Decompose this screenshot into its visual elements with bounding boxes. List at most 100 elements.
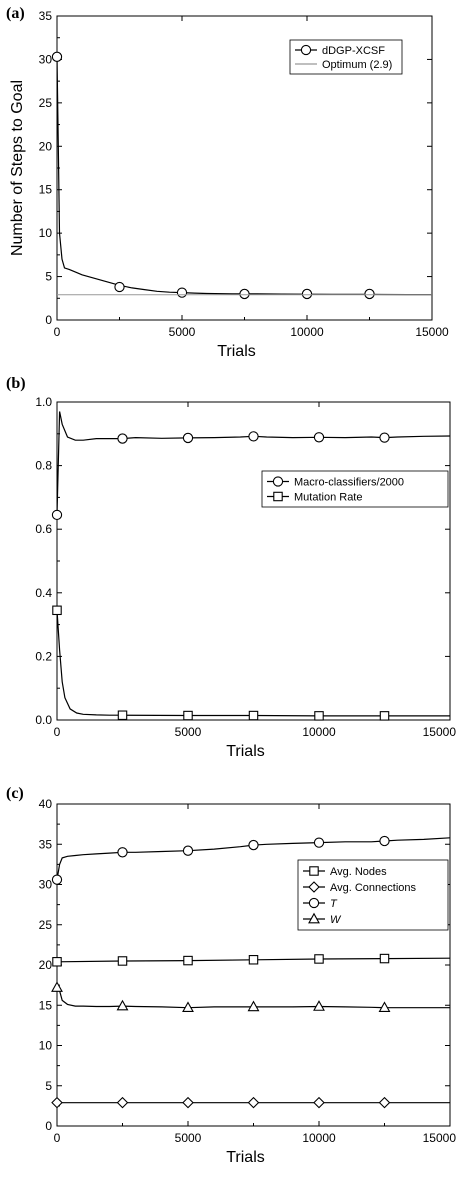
series-marker-square — [52, 957, 62, 967]
legend-marker-circle — [308, 897, 320, 909]
series-marker-diamond — [116, 1096, 129, 1109]
series-marker-square — [379, 711, 390, 721]
legend-marker-diamond — [308, 881, 320, 893]
y-tick-label: 40 — [39, 797, 53, 811]
chart-panel-0: (a) 0 5 10 15 20 25 30 35 0 5000 10000 15000 Trials Nu… — [6, 5, 449, 360]
legend-label: Macro-classifiers/2000 — [294, 477, 404, 489]
x-tick-label: 15000 — [415, 325, 449, 339]
series-marker-circle — [51, 51, 63, 62]
series-marker-triangle — [247, 1000, 260, 1012]
legend-marker-circle — [272, 476, 284, 487]
series-marker-triangle — [313, 1000, 325, 1011]
series-marker-diamond — [313, 1096, 325, 1109]
panel-label: (b) — [6, 375, 26, 392]
series-marker-triangle — [116, 999, 129, 1011]
series-marker-diamond — [247, 1096, 260, 1109]
y-tick-label: 10 — [39, 1039, 53, 1053]
y-tick-label: 35 — [39, 837, 53, 851]
y-axis-label: Number of Steps to Goal — [9, 80, 26, 256]
y-tick-label: 0.2 — [35, 649, 52, 663]
x-tick-label: 5000 — [175, 725, 202, 739]
legend: Avg. Nodes Avg. Connections TW — [297, 859, 449, 931]
x-tick-label: 0 — [54, 725, 61, 739]
series-marker-circle — [176, 287, 188, 298]
x-tick-label: 10000 — [290, 325, 324, 339]
series-marker-circle — [51, 874, 63, 885]
series-marker-circle — [51, 509, 63, 521]
x-tick-label: 10000 — [302, 1131, 336, 1145]
series-marker-diamond — [182, 1096, 194, 1109]
y-tick-label: 1.0 — [35, 395, 52, 409]
chart-panel-2: (c) 0 5 10 15 20 25 30 35 40 0 5000 10000 15000 Trials… — [6, 785, 456, 1166]
series-line — [56, 610, 450, 717]
panel-label: (a) — [6, 5, 25, 22]
series-line — [56, 987, 450, 1009]
y-tick-label: 20 — [39, 958, 53, 972]
x-tick-label: 5000 — [175, 1131, 202, 1145]
series-marker-circle — [313, 837, 325, 848]
legend-label: dDGP-XCSF — [322, 45, 385, 57]
x-tick-label: 15000 — [423, 1131, 457, 1145]
y-tick-label: 0.8 — [35, 459, 52, 473]
x-axis-label: Trials — [217, 343, 256, 360]
series-marker-square — [183, 955, 193, 966]
series-marker-square — [379, 953, 390, 964]
y-tick-label: 25 — [39, 918, 53, 932]
y-tick-label: 0 — [45, 1119, 52, 1133]
y-tick-label: 35 — [39, 9, 53, 23]
x-tick-label: 0 — [54, 325, 61, 339]
y-tick-label: 15 — [39, 183, 53, 197]
x-axis-label: Trials — [226, 743, 265, 760]
legend-label: W — [330, 914, 342, 926]
series-line — [56, 56, 432, 296]
series-marker-circle — [248, 839, 259, 851]
series-marker-circle — [301, 288, 313, 300]
series-marker-square — [248, 710, 259, 721]
chart-panel-1: (b) 0.0 0.2 0.4 0.6 0.8 1.0 0 5000 10000 15000 Tria… — [6, 375, 456, 760]
y-tick-label: 0 — [45, 313, 52, 327]
y-tick-label: 30 — [39, 878, 53, 892]
y-tick-label: 10 — [39, 226, 53, 240]
legend-box — [261, 470, 449, 508]
series-marker-circle — [182, 432, 194, 444]
series-marker-square — [52, 605, 62, 616]
y-tick-label: 25 — [39, 96, 53, 110]
series-marker-circle — [364, 288, 375, 300]
x-tick-label: 10000 — [302, 725, 336, 739]
series-marker-square — [117, 710, 128, 720]
series-line — [56, 411, 451, 515]
series-marker-circle — [313, 432, 325, 443]
series-marker-triangle — [182, 1001, 194, 1013]
series-marker-diamond — [51, 1096, 63, 1109]
x-axis-label: Trials — [226, 1149, 265, 1166]
series-marker-circle — [117, 847, 128, 858]
legend-marker-triangle — [308, 912, 320, 924]
y-tick-label: 30 — [39, 52, 53, 66]
legend: dDGP-XCSF Optimum (2.9) — [289, 39, 403, 75]
y-tick-label: 5 — [45, 270, 52, 284]
series-marker-circle — [117, 433, 128, 444]
y-tick-label: 0.0 — [35, 713, 52, 727]
series-line — [56, 837, 451, 880]
plot-frame — [56, 401, 451, 721]
y-tick-label: 5 — [45, 1079, 52, 1093]
legend-marker-circle — [300, 44, 312, 56]
series-marker-square — [314, 954, 324, 964]
panel-label: (c) — [6, 785, 24, 802]
legend-label: Avg. Nodes — [330, 866, 387, 878]
series-marker-circle — [182, 845, 194, 856]
series-marker-triangle — [51, 981, 63, 992]
series-marker-square — [314, 711, 324, 721]
legend-box — [297, 859, 449, 931]
y-tick-label: 15 — [39, 998, 53, 1012]
legend-marker-square — [273, 491, 283, 502]
series-marker-circle — [379, 835, 390, 847]
y-tick-label: 0.4 — [35, 586, 52, 600]
legend: Macro-classifiers/2000 Mutation Rate — [261, 470, 449, 508]
legend-label: Mutation Rate — [294, 492, 362, 504]
y-tick-label: 20 — [39, 139, 53, 153]
y-tick-label: 0.6 — [35, 522, 52, 536]
x-tick-label: 5000 — [169, 325, 196, 339]
series-marker-square — [183, 710, 193, 721]
